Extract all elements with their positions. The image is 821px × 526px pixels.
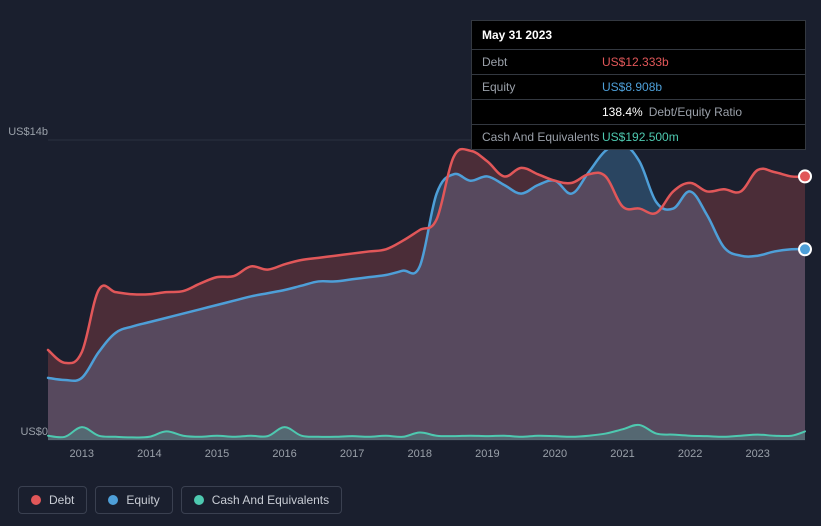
tooltip-row-label: Equity bbox=[482, 80, 602, 94]
x-tick-label: 2020 bbox=[543, 448, 567, 460]
legend-item[interactable]: Debt bbox=[18, 486, 87, 514]
tooltip-row-value: US$12.333b bbox=[602, 55, 795, 69]
chart-legend: Debt Equity Cash And Equivalents bbox=[18, 486, 342, 514]
x-tick-label: 2019 bbox=[475, 448, 499, 460]
tooltip-row: Cash And EquivalentsUS$192.500m bbox=[472, 125, 805, 149]
tooltip-date: May 31 2023 bbox=[472, 21, 805, 50]
tooltip-row-label: Debt bbox=[482, 55, 602, 69]
x-tick-label: 2016 bbox=[272, 448, 296, 460]
x-tick-label: 2021 bbox=[610, 448, 634, 460]
legend-label: Cash And Equivalents bbox=[212, 493, 329, 507]
tooltip-row-label bbox=[482, 105, 602, 119]
tooltip-row: 138.4%Debt/Equity Ratio bbox=[472, 100, 805, 125]
tooltip-row-value: US$192.500m bbox=[602, 130, 795, 144]
legend-item[interactable]: Equity bbox=[95, 486, 172, 514]
legend-label: Debt bbox=[49, 493, 74, 507]
legend-item[interactable]: Cash And Equivalents bbox=[181, 486, 342, 514]
tooltip-rows: DebtUS$12.333bEquityUS$8.908b138.4%Debt/… bbox=[472, 50, 805, 149]
tooltip-row: EquityUS$8.908b bbox=[472, 75, 805, 100]
chart-tooltip: May 31 2023 DebtUS$12.333bEquityUS$8.908… bbox=[471, 20, 806, 150]
x-tick-label: 2018 bbox=[407, 448, 431, 460]
legend-dot bbox=[31, 495, 41, 505]
y-tick-label: US$0 bbox=[0, 426, 48, 438]
y-tick-label: US$14b bbox=[0, 126, 48, 138]
tooltip-row-sublabel: Debt/Equity Ratio bbox=[649, 105, 742, 119]
x-tick-label: 2017 bbox=[340, 448, 364, 460]
x-tick-label: 2023 bbox=[745, 448, 769, 460]
tooltip-row-value: 138.4%Debt/Equity Ratio bbox=[602, 105, 795, 119]
legend-dot bbox=[194, 495, 204, 505]
x-tick-label: 2022 bbox=[678, 448, 702, 460]
tooltip-row: DebtUS$12.333b bbox=[472, 50, 805, 75]
x-tick-label: 2013 bbox=[70, 448, 94, 460]
tooltip-row-value: US$8.908b bbox=[602, 80, 795, 94]
tooltip-row-label: Cash And Equivalents bbox=[482, 130, 602, 144]
x-tick-label: 2015 bbox=[205, 448, 229, 460]
legend-dot bbox=[108, 495, 118, 505]
x-tick-label: 2014 bbox=[137, 448, 161, 460]
legend-label: Equity bbox=[126, 493, 159, 507]
